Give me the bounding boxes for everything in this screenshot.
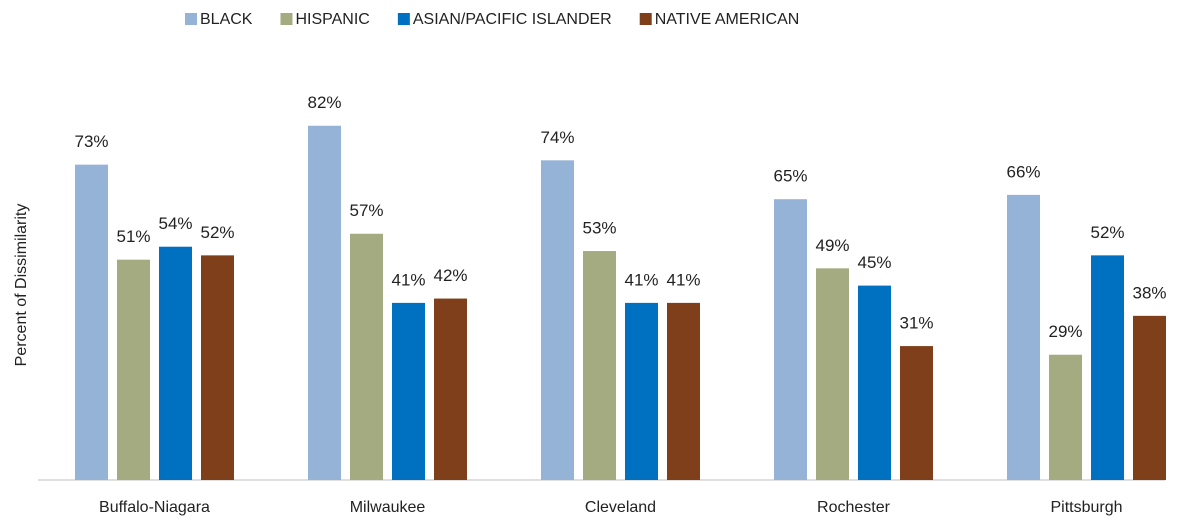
bar — [625, 302, 658, 480]
value-label: 66% — [1006, 162, 1040, 181]
bar — [1049, 354, 1082, 480]
value-label: 41% — [391, 270, 425, 289]
value-label: 53% — [582, 219, 616, 238]
value-label: 57% — [349, 201, 383, 220]
legend-label: ASIAN/PACIFIC ISLANDER — [413, 11, 612, 28]
bar — [350, 233, 383, 480]
bar — [75, 164, 108, 480]
x-tick-label: Cleveland — [585, 499, 656, 516]
bar — [434, 298, 467, 480]
bar — [583, 251, 616, 480]
value-label: 73% — [74, 132, 108, 151]
value-label: 74% — [540, 128, 574, 147]
legend-label: NATIVE AMERICAN — [655, 11, 800, 28]
bar — [1007, 194, 1040, 480]
legend-swatch — [280, 13, 293, 25]
bar — [1091, 255, 1124, 480]
bar — [308, 125, 341, 480]
value-label: 65% — [773, 167, 807, 186]
value-label: 45% — [857, 253, 891, 272]
value-label: 29% — [1048, 322, 1082, 341]
value-label: 42% — [433, 266, 467, 285]
bar — [159, 246, 192, 480]
bar — [1133, 315, 1166, 480]
legend-swatch — [639, 13, 652, 25]
x-tick-label: Milwaukee — [350, 499, 426, 516]
x-tick-label: Rochester — [817, 499, 891, 516]
legend-label: HISPANIC — [295, 11, 369, 28]
value-label: 49% — [815, 236, 849, 255]
bar — [900, 346, 933, 480]
value-label: 51% — [116, 227, 150, 246]
bar — [774, 199, 807, 480]
legend-swatch — [185, 13, 197, 25]
value-label: 52% — [200, 223, 234, 242]
value-label: 41% — [624, 270, 658, 289]
value-label: 82% — [307, 93, 341, 112]
bar — [816, 268, 849, 480]
value-label: 31% — [899, 314, 933, 333]
value-label: 38% — [1132, 283, 1166, 302]
bar — [541, 160, 574, 480]
bar — [667, 302, 700, 480]
legend-label: BLACK — [200, 11, 253, 28]
bar — [201, 255, 234, 480]
value-label: 54% — [158, 214, 192, 233]
legend-swatch — [397, 13, 410, 25]
y-axis-label: Percent of Dissimilarity — [13, 204, 30, 367]
value-label: 52% — [1090, 223, 1124, 242]
value-label: 41% — [666, 270, 700, 289]
bar — [858, 285, 891, 480]
bar — [117, 259, 150, 480]
x-tick-label: Pittsburgh — [1050, 499, 1122, 516]
x-tick-label: Buffalo-Niagara — [99, 499, 210, 516]
bar — [392, 302, 425, 480]
